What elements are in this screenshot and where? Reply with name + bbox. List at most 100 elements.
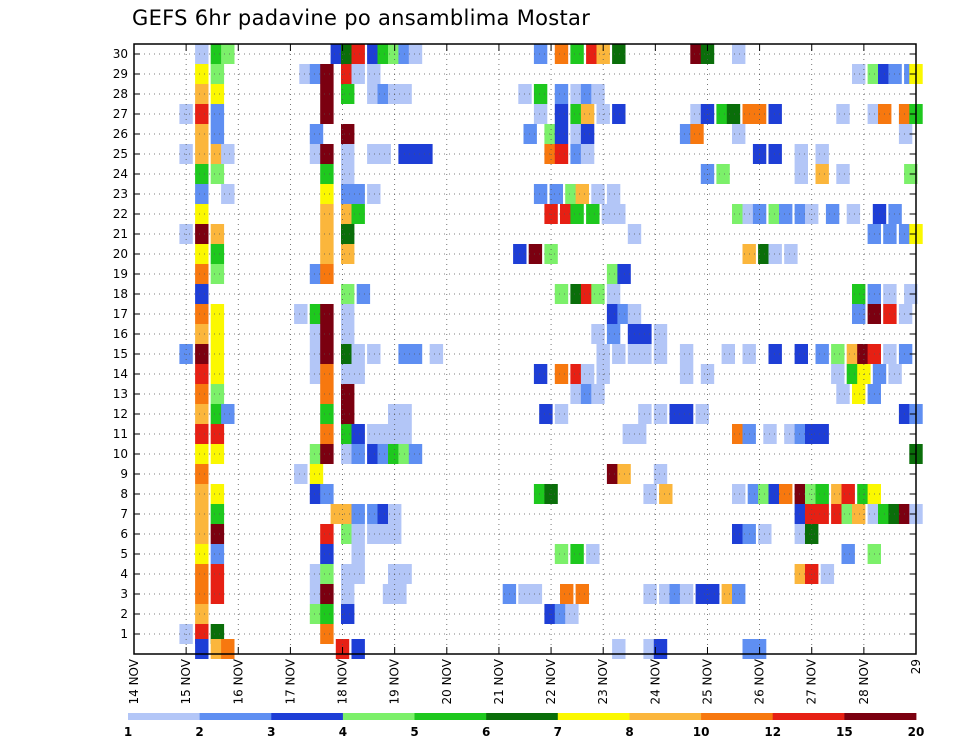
heatmap-cell (330, 504, 344, 524)
heatmap-cell (554, 284, 569, 304)
heatmap-cell (294, 464, 308, 484)
heatmap-cell (825, 204, 840, 224)
heatmap-cell (679, 364, 694, 384)
heatmap-cell (429, 344, 444, 364)
heatmap-cell (309, 144, 324, 164)
heatmap-cell (341, 164, 355, 184)
heatmap-cell (398, 144, 412, 164)
heatmap-cell (210, 264, 225, 284)
heatmap-cell (695, 404, 709, 424)
heatmap-cell (221, 144, 235, 164)
heatmap-cell (898, 104, 913, 124)
heatmap-cell (341, 384, 355, 404)
heatmap-cell (591, 324, 605, 344)
x-tick-label: 28 NOV (857, 658, 871, 704)
heatmap-cells (179, 44, 923, 659)
y-tick-label: 8 (120, 487, 128, 501)
heatmap-cell (591, 284, 605, 304)
heatmap-cell (836, 104, 850, 124)
heatmap-cell (341, 524, 355, 544)
heatmap-cell (367, 344, 381, 364)
heatmap-cell (659, 484, 673, 504)
heatmap-cell (309, 584, 324, 604)
heatmap-cell (320, 544, 334, 564)
heatmap-cell (841, 544, 855, 564)
heatmap-cell (341, 284, 355, 304)
colorbar-label: 10 (693, 725, 710, 739)
heatmap-cell (195, 84, 209, 104)
colorbar-swatch (128, 713, 200, 720)
heatmap-cell (732, 524, 746, 544)
heatmap-cell (794, 564, 808, 584)
heatmap-cell (852, 284, 866, 304)
heatmap-cell (580, 284, 595, 304)
heatmap-cell (341, 424, 355, 444)
heatmap-cell (554, 124, 569, 144)
heatmap-cell (195, 564, 209, 584)
heatmap-cell (606, 284, 621, 304)
x-axis-ticks: 14 NOV 15 NOV 16 NOV 17 NOV 18 NOV 19 NOV 20 N… (127, 44, 923, 705)
colorbar-label: 12 (764, 725, 781, 739)
heatmap-cell (351, 544, 365, 564)
heatmap-cell (570, 384, 584, 404)
heatmap-cell (768, 204, 782, 224)
x-tick-label: 29 (909, 659, 923, 674)
heatmap-cell (852, 384, 866, 404)
y-tick-label: 28 (113, 87, 128, 101)
heatmap-cell (679, 124, 694, 144)
heatmap-cell (320, 204, 334, 224)
heatmap-cell (565, 184, 579, 204)
x-tick-label: 14 NOV (127, 658, 141, 704)
heatmap-cell (419, 144, 433, 164)
y-tick-label: 27 (113, 107, 128, 121)
x-tick-label: 17 NOV (283, 658, 297, 704)
heatmap-cell (554, 604, 569, 624)
heatmap-cell (320, 484, 334, 504)
heatmap-cell (210, 124, 225, 144)
heatmap-cell (320, 344, 334, 364)
colorbar-swatch (342, 713, 415, 720)
x-tick-label: 20 NOV (440, 658, 454, 704)
heatmap-cell (320, 324, 334, 344)
heatmap-cell (586, 44, 600, 64)
heatmap-cell (606, 184, 621, 204)
heatmap-cell (643, 584, 657, 604)
heatmap-cell (779, 204, 793, 224)
heatmap-cell (195, 604, 209, 624)
heatmap-cell (570, 124, 584, 144)
x-tick-label: 15 NOV (179, 658, 193, 704)
heatmap-cell (591, 184, 605, 204)
y-tick-label: 22 (113, 207, 128, 221)
heatmap-cell (528, 244, 543, 264)
x-tick-label: 19 NOV (388, 658, 402, 704)
heatmap-cell (570, 204, 584, 224)
heatmap-cell (732, 204, 746, 224)
heatmap-cell (898, 344, 913, 364)
heatmap-cell (351, 64, 365, 84)
heatmap-cell (367, 504, 381, 524)
heatmap-cell (299, 64, 313, 84)
heatmap-cell (367, 144, 381, 164)
heatmap-cell (210, 384, 225, 404)
y-tick-label: 20 (113, 247, 128, 261)
heatmap-cell (408, 344, 423, 364)
heatmap-cell (533, 104, 548, 124)
y-tick-label: 5 (120, 547, 128, 561)
heatmap-cell (606, 264, 621, 284)
heatmap-cell (210, 424, 225, 444)
heatmap-cell (732, 584, 746, 604)
y-tick-label: 10 (113, 447, 128, 461)
heatmap-cell (341, 364, 355, 384)
heatmap-cell (351, 364, 365, 384)
heatmap-cell (320, 164, 334, 184)
heatmap-cell (341, 204, 355, 224)
heatmap-cell (210, 304, 225, 324)
heatmap-cell (554, 104, 569, 124)
heatmap-cell (195, 64, 209, 84)
heatmap-cell (195, 544, 209, 564)
heatmap-cell (815, 504, 829, 524)
heatmap-cell (309, 444, 324, 464)
heatmap-cell (341, 604, 355, 624)
heatmap-cell (221, 184, 235, 204)
